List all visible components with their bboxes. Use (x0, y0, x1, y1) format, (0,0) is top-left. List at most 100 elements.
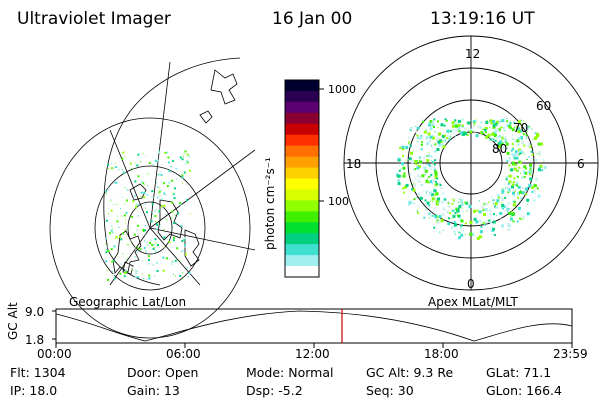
emission-pixel (170, 166, 172, 168)
emission-pixel (181, 176, 184, 179)
emission-pixel (430, 173, 433, 176)
emission-pixel (131, 269, 133, 271)
emission-pixel (142, 228, 145, 231)
emission-pixel (422, 190, 424, 192)
emission-pixel (506, 124, 510, 127)
emission-pixel (493, 213, 495, 216)
emission-pixel (121, 215, 123, 217)
emission-pixel (523, 153, 525, 155)
emission-pixel (139, 196, 141, 198)
emission-pixel (402, 187, 405, 190)
emission-pixel (166, 193, 168, 195)
emission-pixel (511, 134, 514, 137)
emission-pixel (451, 202, 454, 205)
colorbar-tick-label: 1000 (328, 83, 356, 96)
colorbar-segment (285, 178, 319, 190)
emission-pixel (504, 130, 506, 132)
emission-pixel (527, 137, 529, 139)
meridian (149, 149, 256, 229)
emission-pixel (503, 188, 505, 190)
emission-pixel (501, 192, 504, 194)
emission-pixel (520, 219, 522, 220)
emission-pixel (156, 261, 158, 264)
emission-pixel (473, 217, 477, 221)
emission-pixel (157, 249, 158, 251)
colorbar-segment (285, 134, 319, 147)
emission-pixel (452, 129, 454, 131)
emission-pixel (429, 202, 431, 204)
emission-pixel (441, 187, 443, 189)
emission-pixel (486, 119, 488, 121)
emission-pixel (441, 193, 444, 195)
emission-pixel (118, 169, 120, 171)
timeline-x-tick-label: 23:59 (553, 347, 588, 361)
info-seq: Seq: 30 (366, 383, 414, 398)
emission-pixel (517, 192, 521, 195)
emission-pixel (523, 191, 525, 193)
emission-pixel (503, 149, 505, 151)
emission-pixel (537, 142, 541, 146)
earth-limb-bottom (107, 249, 161, 286)
emission-pixel (159, 195, 161, 197)
emission-pixel (400, 168, 402, 170)
emission-pixel (136, 164, 139, 167)
emission-pixel (469, 221, 473, 224)
emission-pixel (511, 128, 515, 132)
emission-pixel (147, 263, 150, 266)
emission-pixel (521, 123, 523, 125)
emission-pixel (478, 210, 482, 214)
emission-pixel (135, 250, 137, 252)
emission-pixel (416, 126, 420, 130)
emission-pixel (438, 231, 441, 234)
emission-pixel (508, 124, 512, 128)
emission-pixel (187, 155, 190, 158)
emission-pixel (159, 223, 161, 225)
emission-pixel (151, 244, 154, 247)
emission-pixel (519, 190, 522, 194)
emission-pixel (524, 171, 528, 175)
emission-pixel (501, 136, 505, 140)
emission-pixel (163, 229, 165, 231)
emission-pixel (531, 128, 533, 130)
emission-pixel (512, 189, 516, 193)
emission-pixel (125, 158, 127, 160)
emission-pixel (517, 170, 519, 172)
emission-pixel (158, 163, 160, 165)
emission-pixel (498, 135, 502, 139)
emission-pixel (153, 197, 155, 198)
emission-pixel (420, 148, 423, 151)
emission-pixel (525, 187, 528, 191)
emission-pixel (176, 198, 178, 200)
emission-pixel (542, 159, 544, 160)
emission-pixel (451, 121, 455, 125)
emission-pixel (166, 219, 168, 221)
emission-pixel (530, 150, 533, 153)
emission-pixel (168, 181, 171, 184)
emission-pixel (489, 126, 491, 128)
emission-pixel (411, 127, 413, 128)
emission-pixel (419, 176, 422, 179)
emission-pixel (497, 141, 501, 145)
emission-pixel (172, 193, 175, 196)
emission-pixel (111, 227, 113, 229)
emission-pixel (463, 132, 465, 134)
emission-pixel (511, 184, 514, 187)
emission-pixel (110, 209, 113, 212)
emission-pixel (460, 199, 463, 203)
emission-pixel (120, 238, 123, 241)
emission-pixel (114, 165, 116, 167)
emission-pixel (173, 273, 175, 275)
colorbar (285, 80, 319, 278)
emission-pixel (500, 202, 502, 203)
emission-pixel (452, 199, 455, 202)
emission-pixel (453, 223, 457, 227)
emission-pixel (520, 196, 523, 199)
emission-pixel (508, 161, 511, 164)
emission-pixel (162, 256, 165, 259)
emission-pixel (472, 209, 476, 213)
polar-panel-label: Apex MLat/MLT (428, 295, 518, 309)
emission-pixel (508, 164, 511, 167)
emission-pixel (175, 178, 178, 181)
emission-pixel (518, 160, 522, 164)
emission-pixel (403, 168, 405, 170)
